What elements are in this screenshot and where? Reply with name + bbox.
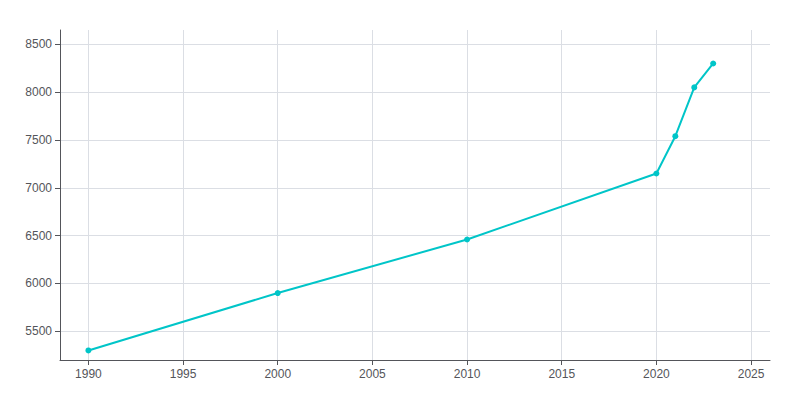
svg-text:6000: 6000 — [25, 276, 52, 290]
svg-text:2015: 2015 — [548, 367, 575, 381]
svg-text:2020: 2020 — [643, 367, 670, 381]
svg-text:2000: 2000 — [264, 367, 291, 381]
svg-text:1995: 1995 — [170, 367, 197, 381]
svg-text:2025: 2025 — [738, 367, 765, 381]
svg-text:5500: 5500 — [25, 324, 52, 338]
svg-text:7500: 7500 — [25, 133, 52, 147]
svg-text:8500: 8500 — [25, 37, 52, 51]
svg-text:1990: 1990 — [75, 367, 102, 381]
svg-text:6500: 6500 — [25, 229, 52, 243]
svg-text:2005: 2005 — [359, 367, 386, 381]
svg-text:2010: 2010 — [454, 367, 481, 381]
svg-text:7000: 7000 — [25, 181, 52, 195]
svg-text:8000: 8000 — [25, 85, 52, 99]
